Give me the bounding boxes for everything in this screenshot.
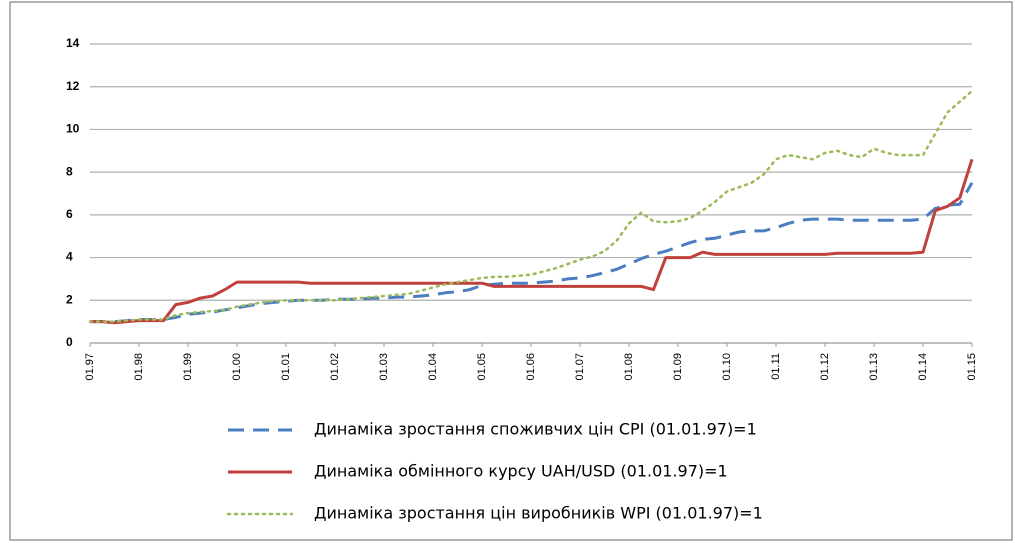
y-tick-label: 2 bbox=[66, 292, 73, 306]
legend-label: Динаміка обмінного курсу UAH/USD (01.01.… bbox=[314, 462, 728, 481]
x-tick-label: 01.99 bbox=[182, 353, 194, 381]
y-tick-label: 6 bbox=[66, 207, 73, 221]
x-tick-label: 01.14 bbox=[917, 353, 929, 381]
x-tick-label: 01.01 bbox=[280, 353, 292, 381]
x-tick-label: 01.09 bbox=[672, 353, 684, 381]
x-tick-label: 01.08 bbox=[623, 353, 635, 381]
y-tick-label: 4 bbox=[66, 250, 73, 264]
x-tick-label: 01.13 bbox=[868, 353, 880, 381]
x-tick-label: 01.97 bbox=[84, 353, 96, 381]
x-tick-label: 01.07 bbox=[574, 353, 586, 381]
x-tick-label: 01.11 bbox=[770, 353, 782, 380]
x-tick-label: 01.04 bbox=[427, 353, 439, 381]
y-tick-label: 12 bbox=[66, 79, 80, 93]
y-tick-label: 10 bbox=[66, 122, 80, 136]
x-tick-label: 01.00 bbox=[231, 353, 243, 381]
x-tick-label: 01.10 bbox=[721, 353, 733, 381]
legend-label: Динаміка зростання споживчих цін CPI (01… bbox=[314, 420, 757, 439]
x-tick-label: 01.12 bbox=[819, 353, 831, 381]
x-tick-label: 01.03 bbox=[378, 353, 390, 381]
series-line bbox=[88, 89, 974, 323]
y-tick-label: 0 bbox=[66, 335, 73, 349]
y-tick-label: 8 bbox=[66, 164, 73, 178]
x-tick-label: 01.15 bbox=[966, 353, 978, 381]
series-line bbox=[90, 158, 974, 325]
x-tick-label: 01.98 bbox=[133, 353, 145, 381]
legend-label: Динаміка зростання цін виробників WPI (0… bbox=[314, 504, 763, 523]
x-tick-label: 01.06 bbox=[525, 353, 537, 381]
y-tick-label: 14 bbox=[66, 36, 80, 50]
frame bbox=[9, 1, 1013, 541]
x-tick-label: 01.02 bbox=[329, 353, 341, 381]
x-tick-label: 01.05 bbox=[476, 353, 488, 381]
